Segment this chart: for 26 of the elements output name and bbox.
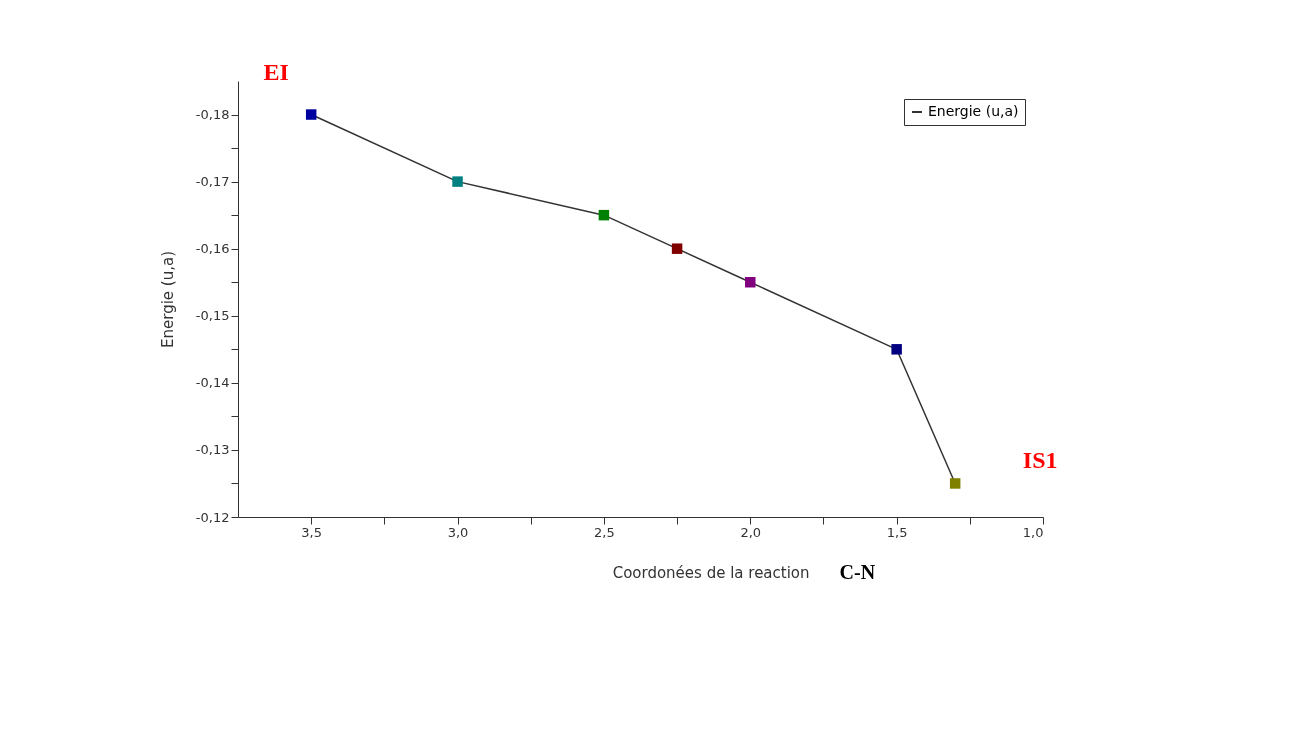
x-tick-label: 2,5 <box>594 524 615 540</box>
y-tick-label: -0,14 <box>195 375 230 391</box>
x-tick-label: 3,5 <box>301 524 323 540</box>
x-tick-label: 1,5 <box>886 524 908 540</box>
annotation: IS1 <box>1022 447 1058 474</box>
point <box>598 209 610 221</box>
y-tick-label: -0,18 <box>195 107 230 123</box>
y-axis-title: Energie (u,a) <box>158 251 177 348</box>
y-tick-label: -0,16 <box>195 241 230 257</box>
y-tick-label: -0,12 <box>195 509 230 525</box>
point <box>305 109 317 120</box>
x-tick-label: 3,0 <box>447 524 469 540</box>
x-tick-label: 1,0 <box>1022 524 1044 540</box>
y-tick-label: -0,15 <box>195 308 230 324</box>
point <box>891 344 902 355</box>
y-tick-label: -0,13 <box>195 442 230 458</box>
point <box>745 276 756 288</box>
legend-label: Energie (u,a) <box>928 103 1019 119</box>
point <box>452 176 463 187</box>
text: C-N <box>839 561 876 583</box>
point <box>671 243 683 254</box>
y-tick-label: -0,17 <box>195 174 230 190</box>
x-tick-label: 2,0 <box>740 524 762 540</box>
point <box>949 478 961 489</box>
x-axis-title: Coordonées de la reaction <box>612 564 810 582</box>
annotation: EI <box>263 58 289 85</box>
